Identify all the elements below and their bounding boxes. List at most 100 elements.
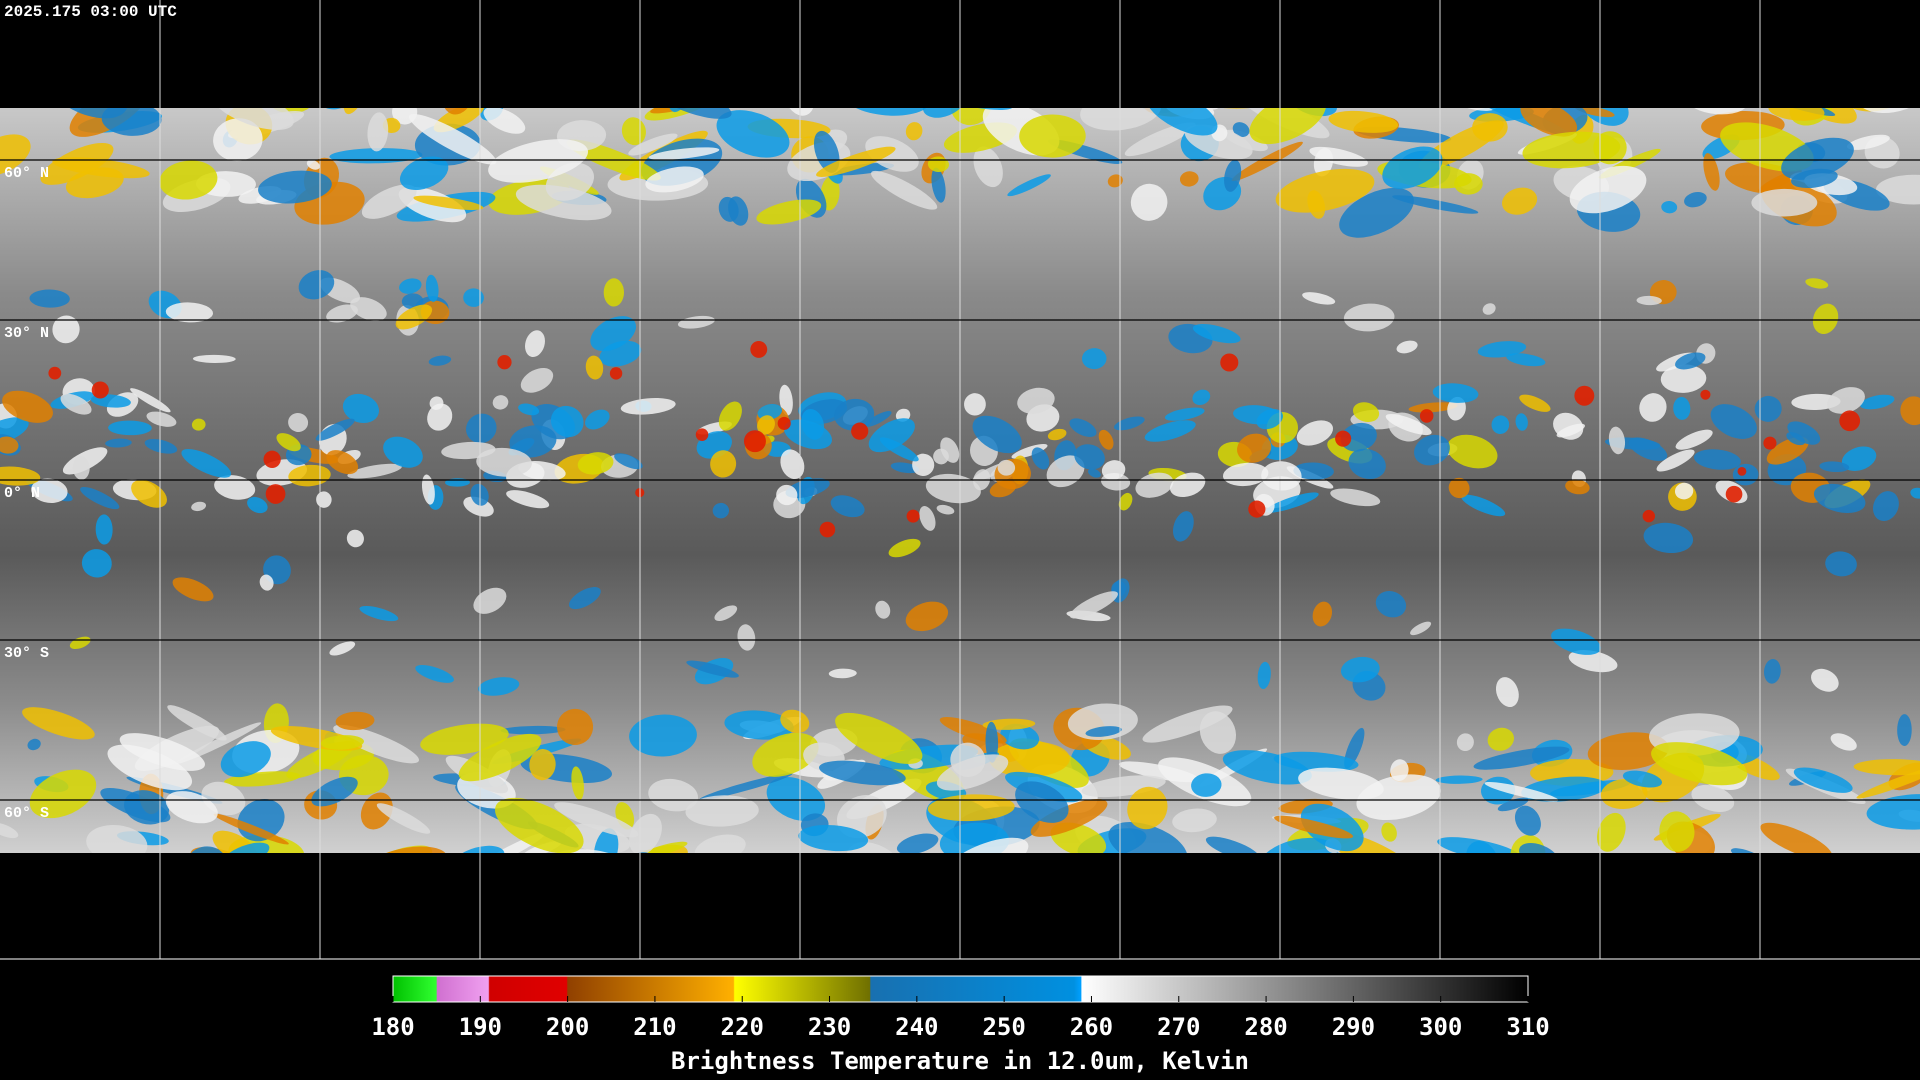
cloud xyxy=(146,411,177,427)
timestamp: 2025.175 03:00 UTC xyxy=(4,3,177,21)
cloud xyxy=(1819,461,1850,473)
cloud xyxy=(1574,108,1615,118)
cloud xyxy=(401,293,424,310)
cloud xyxy=(1569,165,1647,214)
cloud xyxy=(408,113,497,165)
cloud xyxy=(1447,434,1498,469)
cloud xyxy=(159,160,218,200)
cloud xyxy=(1145,108,1218,136)
cloud xyxy=(107,744,193,791)
cloud xyxy=(757,404,783,420)
cloud xyxy=(875,600,891,619)
storm-core xyxy=(1737,466,1747,476)
cloud xyxy=(888,538,921,558)
cloud xyxy=(718,401,742,431)
cloud xyxy=(465,413,497,444)
cloud xyxy=(326,304,358,323)
cloud xyxy=(830,495,865,518)
cloud xyxy=(0,436,19,454)
storm-core xyxy=(497,355,512,370)
cloud xyxy=(1261,461,1302,491)
cloud xyxy=(1007,174,1051,197)
cloud xyxy=(1312,601,1333,627)
storm-core xyxy=(750,340,768,358)
cloud xyxy=(896,833,939,853)
cloud xyxy=(1754,395,1782,422)
cloud xyxy=(259,574,274,591)
cloud xyxy=(639,841,688,853)
cloud xyxy=(1781,137,1854,180)
cloud-layer xyxy=(0,108,1920,853)
cloud xyxy=(1456,733,1474,752)
cloud xyxy=(1622,770,1663,788)
cloud xyxy=(985,721,999,763)
cloud xyxy=(919,506,936,531)
cloud xyxy=(989,480,1016,498)
cloud xyxy=(1812,303,1839,334)
cloud xyxy=(288,412,309,432)
colorbar-tick-label: 200 xyxy=(546,1013,589,1041)
cloud xyxy=(831,162,895,176)
cloud xyxy=(779,384,793,416)
cloud xyxy=(425,274,439,302)
cloud xyxy=(1873,491,1899,522)
cloud xyxy=(214,475,256,500)
cloud xyxy=(1691,784,1735,812)
cloud xyxy=(1142,705,1233,743)
cloud xyxy=(518,403,540,416)
cloud xyxy=(710,450,737,478)
cloud xyxy=(315,418,355,441)
cloud xyxy=(603,278,625,307)
cloud xyxy=(716,110,790,158)
cloud xyxy=(376,803,431,834)
storm-core xyxy=(851,422,869,440)
latitude-label: 60° N xyxy=(4,165,49,182)
cloud xyxy=(1330,488,1381,507)
cloud xyxy=(211,108,294,130)
cloud xyxy=(529,749,556,781)
cloud xyxy=(1274,815,1354,839)
colorbar-tick-label: 230 xyxy=(808,1013,851,1041)
storm-core xyxy=(695,428,709,441)
storm-core xyxy=(609,367,623,380)
cloud xyxy=(766,776,826,821)
cloud xyxy=(428,355,452,366)
cloud xyxy=(1017,387,1055,414)
cloud xyxy=(220,741,271,778)
colorbar-tick-label: 210 xyxy=(633,1013,676,1041)
cloud xyxy=(0,417,29,445)
cloud xyxy=(181,448,232,478)
cloud xyxy=(925,473,981,504)
cloud xyxy=(29,769,97,819)
cloud xyxy=(1454,173,1483,195)
colorbar-tick-label: 270 xyxy=(1157,1013,1200,1041)
cloud xyxy=(712,502,730,519)
colorbar-tick-label: 250 xyxy=(982,1013,1025,1041)
cloud xyxy=(628,133,678,156)
cloud xyxy=(395,304,433,330)
cloud xyxy=(1600,778,1648,810)
cloud xyxy=(1856,765,1920,799)
cloud xyxy=(648,778,698,812)
cloud xyxy=(1296,420,1334,446)
cloud xyxy=(524,330,545,358)
cloud xyxy=(1477,341,1527,358)
cloud xyxy=(905,122,923,141)
cloud xyxy=(483,108,526,134)
cloud xyxy=(415,664,455,683)
cloud xyxy=(488,139,589,183)
cloud xyxy=(835,712,923,764)
cloud xyxy=(1596,812,1626,852)
cloud xyxy=(1866,794,1920,830)
cloud xyxy=(865,136,919,172)
cloud xyxy=(1656,449,1695,472)
cloud xyxy=(593,828,619,853)
cloud xyxy=(644,108,716,121)
cloud xyxy=(1660,364,1707,393)
cloud xyxy=(1751,188,1818,217)
cloud xyxy=(144,438,178,454)
storm-core xyxy=(1220,353,1239,372)
cloud xyxy=(1114,416,1145,431)
cloud xyxy=(964,393,986,416)
